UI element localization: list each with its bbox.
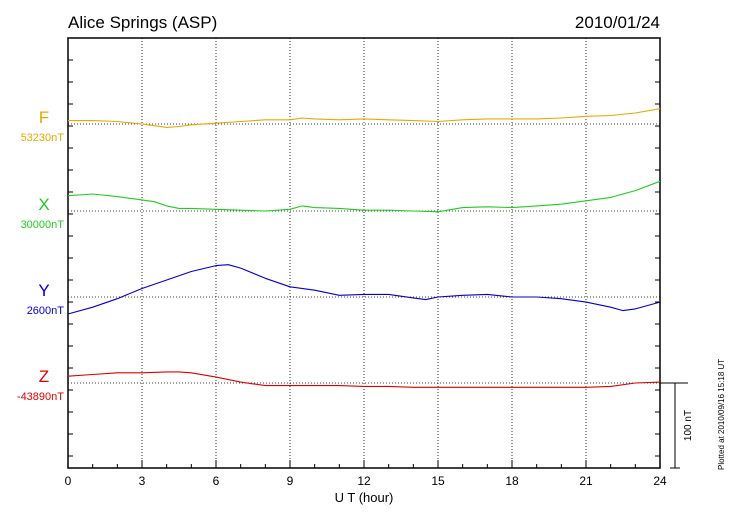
x-axis: 0 3 6 9 12 15 18 21 24 bbox=[65, 59, 667, 488]
x-axis-label: U T (hour) bbox=[335, 490, 394, 505]
x-tick-label-18: 18 bbox=[505, 474, 519, 488]
chart-date: 2010/01/24 bbox=[575, 13, 660, 32]
series-name-f: F bbox=[39, 108, 49, 127]
series-line-x bbox=[67, 180, 661, 213]
x-tick-label-24: 24 bbox=[653, 474, 667, 488]
plot-frame bbox=[67, 37, 661, 469]
series-baseline-x: 30000nT bbox=[21, 219, 65, 231]
series-labels: F 53230nT X 30000nT Y 2600nT Z -43890nT bbox=[17, 108, 64, 403]
series-baseline-z: -43890nT bbox=[17, 391, 64, 403]
scale-bar: 100 nT bbox=[660, 382, 694, 469]
scale-bar-label: 100 nT bbox=[683, 410, 694, 441]
x-tick-label-15: 15 bbox=[431, 474, 445, 488]
x-tick-label-0: 0 bbox=[65, 474, 72, 488]
x-tick-label-9: 9 bbox=[287, 474, 294, 488]
series-baseline-y: 2600nT bbox=[27, 305, 65, 317]
x-tick-label-12: 12 bbox=[357, 474, 371, 488]
series-line-z bbox=[67, 371, 661, 388]
plotted-at-note: Plotted at 2010/09/16 15:18 UT bbox=[717, 359, 726, 470]
series-name-y: Y bbox=[38, 281, 49, 300]
grid bbox=[141, 38, 587, 468]
x-tick-label-3: 3 bbox=[139, 474, 146, 488]
chart-title: Alice Springs (ASP) bbox=[68, 13, 217, 32]
series-line-f bbox=[68, 108, 661, 128]
series-name-z: Z bbox=[39, 367, 49, 386]
series-group bbox=[67, 108, 661, 388]
x-tick-label-6: 6 bbox=[213, 474, 220, 488]
x-tick-label-21: 21 bbox=[579, 474, 593, 488]
series-line-y bbox=[67, 264, 661, 315]
series-baseline-f: 53230nT bbox=[21, 132, 65, 144]
series-name-x: X bbox=[38, 195, 49, 214]
